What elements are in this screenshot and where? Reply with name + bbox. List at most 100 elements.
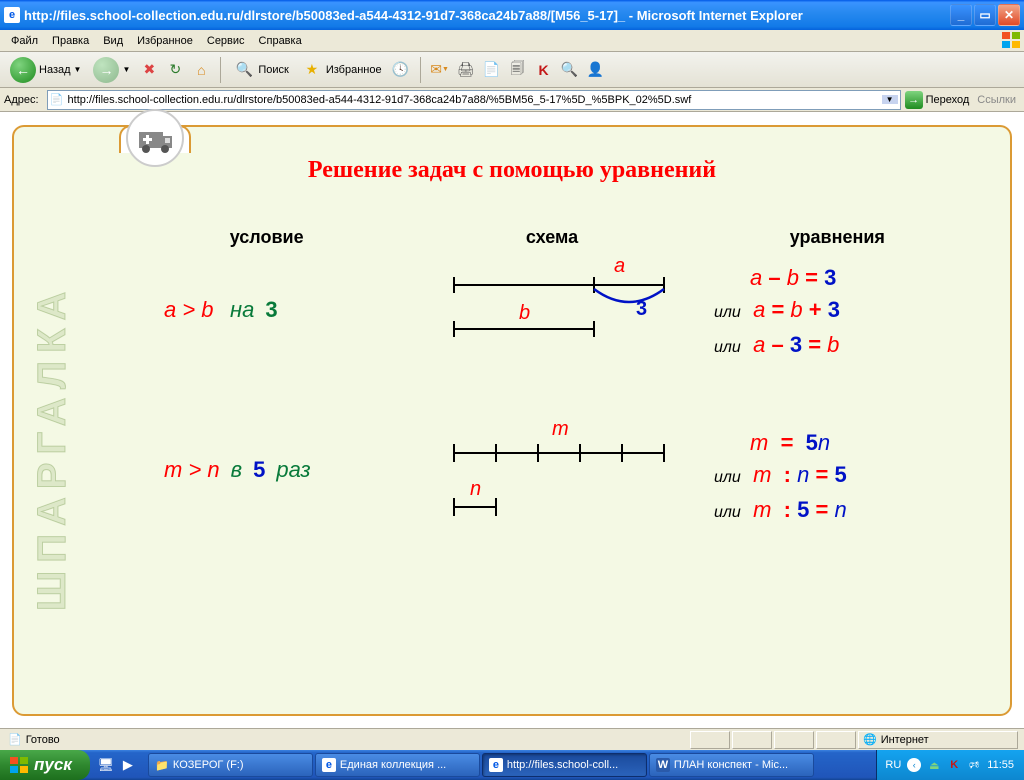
tray-safe-remove-icon[interactable]: ⏏ xyxy=(927,758,941,772)
address-input[interactable] xyxy=(68,94,878,106)
back-icon: ← xyxy=(10,57,36,83)
row2-eq2: или m : n = 5 xyxy=(714,459,847,494)
windows-flag-icon xyxy=(1002,32,1020,48)
menu-edit[interactable]: Правка xyxy=(45,33,96,49)
status-cell xyxy=(816,731,856,749)
status-cell xyxy=(690,731,730,749)
quick-launch: 🖥 ▶ xyxy=(90,755,144,775)
page-title: Решение задач с помощью уравнений xyxy=(14,157,1010,184)
star-icon: ★ xyxy=(301,59,323,81)
row1-condition: a > b на 3 xyxy=(164,297,278,323)
minimize-button[interactable]: _ xyxy=(950,4,972,26)
tray-antivirus-icon[interactable]: K xyxy=(947,758,961,772)
row2-eq3: или m : 5 = n xyxy=(714,494,847,529)
row1-word: на xyxy=(230,297,254,322)
browser-viewport: ШПАРГАЛКА Решение задач с помощью уравне… xyxy=(0,112,1024,728)
research-button[interactable]: 🗐 xyxy=(507,59,529,81)
menu-tools[interactable]: Сервис xyxy=(200,33,252,49)
word-icon: W xyxy=(656,758,670,772)
tray-volume-icon[interactable]: 🕫 xyxy=(967,758,981,772)
window-titlebar: e http://files.school-collection.edu.ru/… xyxy=(0,0,1024,30)
mail-button[interactable]: ✉▼ xyxy=(429,59,451,81)
row1-eq3: или a – 3 = b xyxy=(714,329,840,364)
ql-player-icon[interactable]: ▶ xyxy=(118,755,138,775)
folder-icon: 📁 xyxy=(155,758,169,772)
row2-equations: m = 5n или m : n = 5 или m : 5 = n xyxy=(714,427,847,529)
favorites-label: Избранное xyxy=(326,64,382,76)
favorites-button[interactable]: ★ Избранное xyxy=(297,57,386,83)
label-b: b xyxy=(519,302,530,324)
messenger-button[interactable]: 👤 xyxy=(585,59,607,81)
chevron-down-icon: ▼ xyxy=(74,65,82,74)
address-input-wrap: 📄 ▼ xyxy=(47,90,901,110)
zoom-button[interactable]: 🔍 xyxy=(559,59,581,81)
search-icon: 🔍 xyxy=(233,59,255,81)
taskbar: пуск 🖥 ▶ 📁КОЗЕРОГ (F:) eЕдиная коллекция… xyxy=(0,750,1024,780)
task-button[interactable]: 📁КОЗЕРОГ (F:) xyxy=(148,753,313,777)
row2-eq1: m = 5n xyxy=(714,427,847,459)
status-cell xyxy=(774,731,814,749)
search-button[interactable]: 🔍 Поиск xyxy=(229,57,292,83)
label-n: n xyxy=(470,478,481,500)
task-button[interactable]: eЕдиная коллекция ... xyxy=(315,753,480,777)
row2-inequality: m > n xyxy=(164,457,220,482)
task-button-active[interactable]: ehttp://files.school-coll... xyxy=(482,753,647,777)
label-diff: 3 xyxy=(636,298,647,320)
row2-num: 5 xyxy=(253,457,265,482)
start-label: пуск xyxy=(34,755,72,775)
row1-diagram: a 3 b xyxy=(444,257,674,357)
links-label[interactable]: Ссылки xyxy=(973,94,1020,106)
edit-button[interactable]: 📄 xyxy=(481,59,503,81)
maximize-button[interactable]: ▭ xyxy=(974,4,996,26)
history-button[interactable]: 🕓 xyxy=(390,59,412,81)
menu-favorites[interactable]: Избранное xyxy=(130,33,200,49)
toolbar: ← Назад ▼ → ▼ ✖ ↻ ⌂ 🔍 Поиск ★ Избранное … xyxy=(0,52,1024,88)
row2-word2: раз xyxy=(276,457,310,482)
refresh-button[interactable]: ↻ xyxy=(164,59,186,81)
row2-diagram: m n xyxy=(444,417,674,537)
menu-bar: Файл Правка Вид Избранное Сервис Справка xyxy=(0,30,1024,52)
menu-view[interactable]: Вид xyxy=(96,33,130,49)
home-button[interactable]: ⌂ xyxy=(190,59,212,81)
globe-icon: 🌐 xyxy=(863,733,877,746)
label-m: m xyxy=(552,418,569,440)
row2-word1: в xyxy=(231,457,242,482)
ie-icon: e xyxy=(489,758,503,772)
tray-clock[interactable]: 11:55 xyxy=(987,759,1014,771)
forward-icon: → xyxy=(93,57,119,83)
tray-lang[interactable]: RU xyxy=(885,759,901,771)
side-text: ШПАРГАЛКА xyxy=(30,217,90,677)
close-button[interactable]: ✕ xyxy=(998,4,1020,26)
windows-logo-icon xyxy=(10,757,28,773)
chevron-down-icon: ▼ xyxy=(122,65,130,74)
antivirus-button[interactable]: K xyxy=(533,59,555,81)
menu-help[interactable]: Справка xyxy=(252,33,309,49)
chevron-down-icon[interactable]: ▼ xyxy=(882,95,898,104)
header-condition: условие xyxy=(124,227,409,248)
back-label: Назад xyxy=(39,64,71,76)
row1-eq1: a – b = 3 xyxy=(714,262,840,294)
page-icon: 📄 xyxy=(50,93,64,107)
system-tray: RU ‹ ⏏ K 🕫 11:55 xyxy=(876,750,1024,780)
stop-button[interactable]: ✖ xyxy=(138,59,160,81)
go-button[interactable]: → Переход xyxy=(905,91,970,109)
forward-button[interactable]: → ▼ xyxy=(89,55,134,85)
menu-file[interactable]: Файл xyxy=(4,33,45,49)
row2-condition: m > n в 5 раз xyxy=(164,457,311,483)
row1-equations: a – b = 3 или a = b + 3 или a – 3 = b xyxy=(714,262,840,364)
tray-arrow-icon[interactable]: ‹ xyxy=(907,758,921,772)
task-buttons: 📁КОЗЕРОГ (F:) eЕдиная коллекция ... ehtt… xyxy=(144,753,876,777)
status-zone: 🌐 Интернет xyxy=(858,731,1018,749)
column-headers: условие схема уравнения xyxy=(124,227,980,248)
ie-icon: e xyxy=(322,758,336,772)
lesson-page: ШПАРГАЛКА Решение задач с помощью уравне… xyxy=(12,125,1012,716)
row1-eq2: или a = b + 3 xyxy=(714,294,840,329)
start-button[interactable]: пуск xyxy=(0,750,90,780)
task-button[interactable]: WПЛАН конспект - Mic... xyxy=(649,753,814,777)
back-button[interactable]: ← Назад ▼ xyxy=(6,55,85,85)
print-button[interactable]: 🖨 xyxy=(455,59,477,81)
row1-inequality: a > b xyxy=(164,297,214,322)
search-label: Поиск xyxy=(258,64,288,76)
go-icon: → xyxy=(905,91,923,109)
ql-desktop-icon[interactable]: 🖥 xyxy=(96,755,116,775)
